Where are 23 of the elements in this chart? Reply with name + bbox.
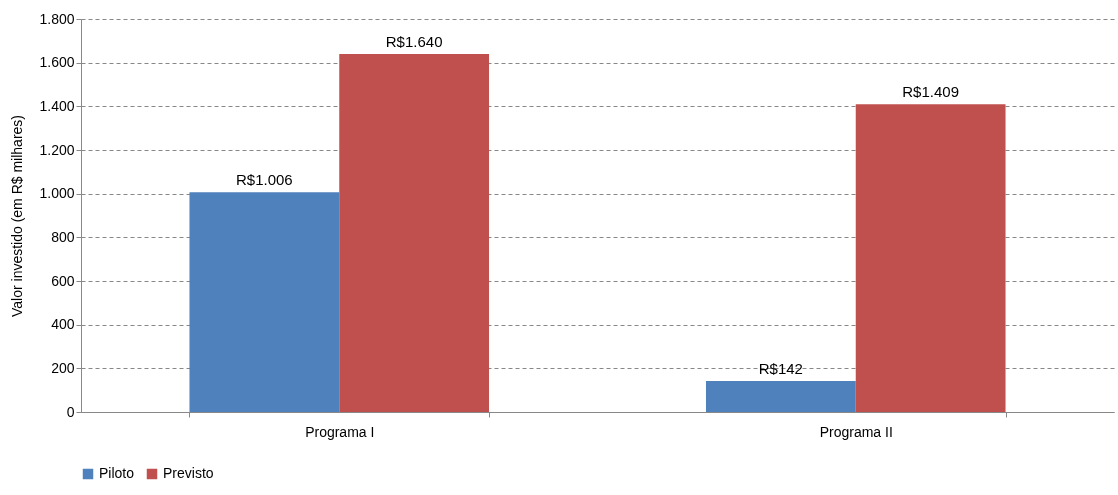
bar xyxy=(705,381,856,412)
y-tick-label: 1.800 xyxy=(39,10,75,27)
y-tick-label: 600 xyxy=(51,272,75,289)
x-tick-label: Programa II xyxy=(819,423,893,440)
bar xyxy=(339,53,490,412)
y-tick-label: 1.400 xyxy=(39,97,75,114)
y-tick-label: 400 xyxy=(51,316,75,333)
legend-label: Piloto xyxy=(99,465,135,481)
y-tick-label: 1.200 xyxy=(39,141,75,158)
data-label: R$1.006 xyxy=(236,171,293,189)
y-tick-label: 0 xyxy=(66,403,75,420)
data-label: R$1.409 xyxy=(902,83,959,101)
y-axis-title: Valor investido (em R$ milhares) xyxy=(9,114,26,318)
legend-label: Previsto xyxy=(163,465,214,481)
y-tick-label: 800 xyxy=(51,228,75,245)
y-tick-label: 1.000 xyxy=(39,185,75,202)
y-tick-label: 1.600 xyxy=(39,54,75,71)
x-tick-label: Programa I xyxy=(305,423,375,440)
bar xyxy=(855,104,1006,412)
y-tick-label: 200 xyxy=(51,359,75,376)
data-label: R$142 xyxy=(758,360,803,377)
data-label: R$1.640 xyxy=(385,32,443,50)
bar xyxy=(189,192,340,412)
